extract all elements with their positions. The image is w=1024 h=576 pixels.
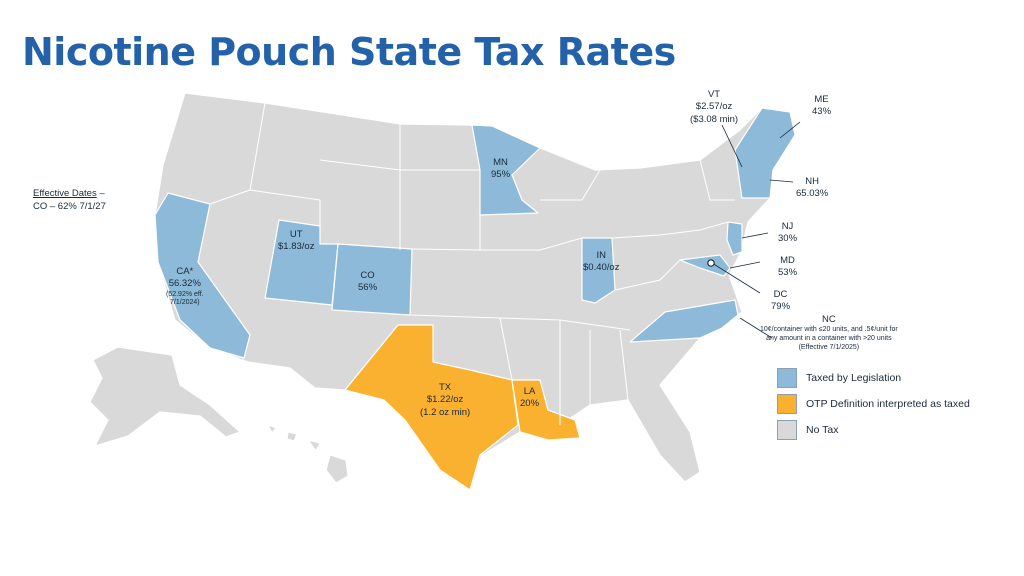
label-dc: DC 79% bbox=[771, 289, 791, 313]
state-new-england-taxed bbox=[734, 107, 796, 199]
state-california bbox=[154, 192, 251, 359]
label-in: IN $0.40/oz bbox=[583, 250, 620, 274]
state-borders bbox=[209, 102, 735, 425]
state-minnesota bbox=[471, 124, 541, 216]
legend-label-otp: OTP Definition interpreted as taxed bbox=[806, 398, 970, 410]
legend-swatch-taxed bbox=[777, 368, 797, 388]
legend-item-otp: OTP Definition interpreted as taxed bbox=[777, 394, 970, 414]
legend-item-taxed: Taxed by Legislation bbox=[777, 368, 970, 388]
state-indiana bbox=[581, 237, 616, 304]
effective-dates-note: Effective Dates – CO – 62% 7/1/27 bbox=[33, 188, 106, 214]
label-tx: TX $1.22/oz (1.2 oz min) bbox=[420, 382, 471, 418]
dc-marker bbox=[707, 259, 715, 267]
label-la: LA 20% bbox=[520, 386, 540, 410]
leader-lines bbox=[711, 121, 801, 339]
state-louisiana bbox=[511, 379, 581, 441]
hawaii-shape bbox=[267, 424, 349, 484]
label-nh: NH 65.03% bbox=[796, 176, 829, 200]
alaska-shape bbox=[89, 346, 241, 447]
label-co: CO 56% bbox=[358, 270, 378, 294]
label-md: MD 53% bbox=[778, 255, 798, 279]
label-nj: NJ 30% bbox=[778, 221, 798, 245]
legend-swatch-otp bbox=[777, 394, 797, 414]
legend-swatch-none bbox=[777, 420, 797, 440]
label-me: ME 43% bbox=[812, 94, 832, 118]
label-mn: MN 95% bbox=[491, 157, 511, 181]
legend-label-none: No Tax bbox=[806, 424, 839, 436]
label-ut: UT $1.83/oz bbox=[278, 229, 315, 253]
legend-label-taxed: Taxed by Legislation bbox=[806, 372, 902, 384]
map-title: Nicotine Pouch State Tax Rates bbox=[22, 30, 676, 74]
legend: Taxed by Legislation OTP Definition inte… bbox=[777, 368, 970, 446]
state-new-jersey bbox=[726, 221, 743, 256]
label-ca: CA* 56.32% (52.92% eff. 7/1/2024) bbox=[166, 266, 204, 307]
label-vt: VT $2.57/oz ($3.08 min) bbox=[690, 89, 739, 125]
effective-dates-line: CO – 62% 7/1/27 bbox=[33, 200, 106, 212]
state-texas bbox=[344, 324, 519, 491]
legend-item-none: No Tax bbox=[777, 420, 970, 440]
state-north-carolina bbox=[629, 299, 739, 343]
us-mainland-base bbox=[154, 92, 796, 491]
effective-dates-heading: Effective Dates – bbox=[33, 188, 105, 199]
label-nc: NC 10¢/container with ≤20 units, and .5¢… bbox=[760, 314, 898, 351]
